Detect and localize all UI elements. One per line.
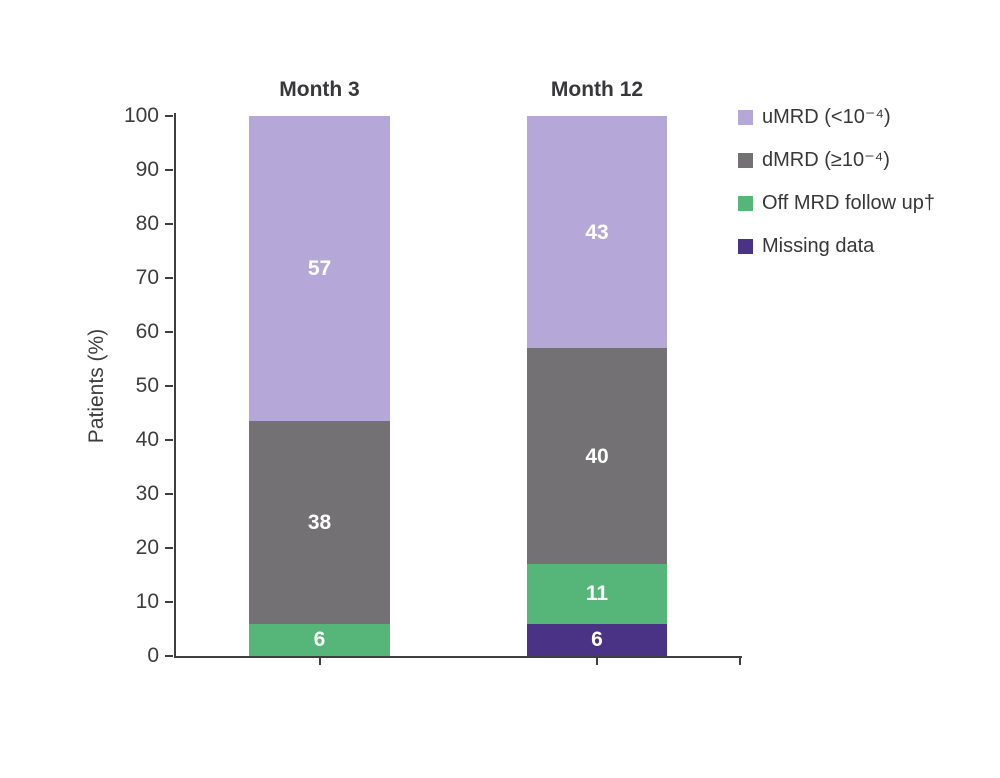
legend-item: Off MRD follow up† bbox=[738, 191, 935, 215]
legend-item: uMRD (<10⁻⁴) bbox=[738, 105, 935, 129]
legend-swatch-icon bbox=[738, 110, 753, 125]
y-tick-mark bbox=[165, 385, 173, 387]
y-tick-label: 10 bbox=[135, 590, 159, 613]
y-tick-mark bbox=[165, 115, 173, 117]
y-tick-label: 60 bbox=[135, 320, 159, 343]
legend-item: dMRD (≥10⁻⁴) bbox=[738, 148, 935, 172]
x-axis-line bbox=[174, 656, 742, 658]
stacked-bar: 57 38 6 bbox=[249, 116, 390, 656]
y-tick-mark bbox=[165, 493, 173, 495]
bar-segment: 38 bbox=[249, 420, 390, 624]
segment-value-label: 6 bbox=[313, 628, 326, 652]
segment-value-label: 11 bbox=[585, 582, 609, 606]
y-tick-label: 30 bbox=[135, 482, 159, 505]
x-tick-mark bbox=[318, 658, 321, 665]
y-tick-label: 0 bbox=[147, 644, 159, 667]
y-tick-label: 80 bbox=[135, 212, 159, 235]
y-tick-mark bbox=[165, 223, 173, 225]
y-tick-label: 70 bbox=[135, 266, 159, 289]
bar-segment: 6 bbox=[249, 623, 390, 656]
legend-label: dMRD (≥10⁻⁴) bbox=[762, 149, 890, 171]
category-title: Month 12 bbox=[550, 78, 644, 101]
bar-segment: 57 bbox=[249, 116, 390, 421]
y-tick-label: 100 bbox=[123, 104, 159, 127]
segment-value-label: 6 bbox=[591, 628, 603, 652]
segment-value-label: 40 bbox=[585, 444, 609, 468]
plot-area: 0 10 20 30 40 50 60 70 80 90 100 57 38 6 43 40 11 6 bbox=[124, 104, 742, 667]
segment-value-label: 38 bbox=[307, 510, 332, 534]
y-tick-label: 40 bbox=[135, 428, 159, 451]
legend-swatch-icon bbox=[738, 153, 753, 168]
legend-label: uMRD (<10⁻⁴) bbox=[762, 106, 891, 128]
y-tick-label: 20 bbox=[135, 536, 159, 559]
y-tick-mark bbox=[165, 601, 173, 603]
segment-value-label: 43 bbox=[585, 220, 609, 244]
bar-segment: 43 bbox=[527, 116, 667, 349]
x-tick-mark bbox=[596, 658, 598, 665]
legend-swatch-icon bbox=[738, 239, 753, 254]
bar-segment: 11 bbox=[527, 564, 667, 624]
y-tick-mark bbox=[165, 277, 173, 279]
bar-segment: 6 bbox=[527, 623, 667, 656]
y-tick-mark bbox=[165, 331, 173, 333]
segment-value-label: 57 bbox=[307, 256, 332, 280]
y-tick-mark bbox=[165, 547, 173, 549]
y-tick-mark bbox=[165, 439, 173, 441]
stacked-bar: 43 40 11 6 bbox=[527, 116, 667, 656]
legend-label: Missing data bbox=[762, 235, 875, 257]
y-tick-mark bbox=[165, 169, 173, 171]
legend: uMRD (<10⁻⁴) dMRD (≥10⁻⁴) Off MRD follow u… bbox=[738, 105, 935, 277]
y-axis-line bbox=[174, 113, 176, 658]
y-tick-label: 50 bbox=[135, 374, 159, 397]
legend-swatch-icon bbox=[738, 196, 753, 211]
legend-item: Missing data bbox=[738, 234, 935, 258]
legend-label: Off MRD follow up† bbox=[762, 192, 936, 214]
bar-segment: 40 bbox=[527, 348, 667, 565]
y-tick-label: 90 bbox=[135, 158, 159, 181]
x-tick-mark bbox=[739, 658, 741, 665]
category-title: Month 3 bbox=[279, 78, 360, 101]
y-tick-mark bbox=[165, 655, 173, 657]
